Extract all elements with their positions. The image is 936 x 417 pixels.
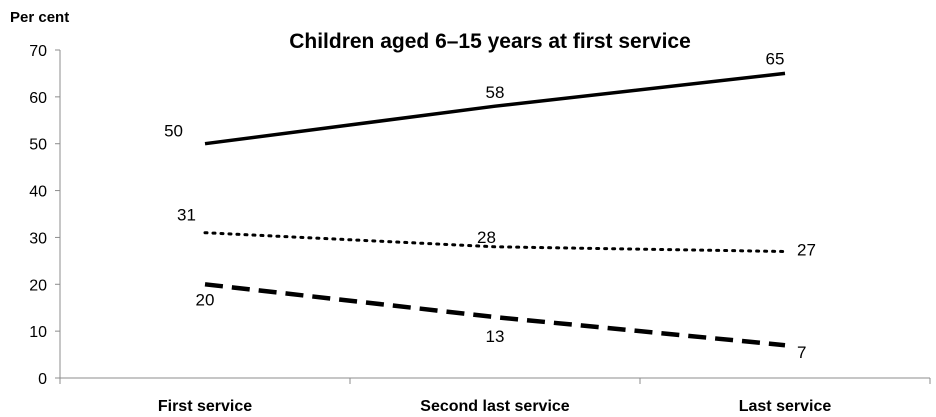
y-axis-label: Per cent	[10, 9, 69, 26]
y-tick-label: 40	[29, 184, 47, 201]
data-label: 65	[766, 49, 785, 68]
series-line-dashed	[204, 282, 786, 348]
data-label: 7	[797, 343, 806, 362]
y-tick-label: 50	[29, 137, 47, 154]
y-tick-label: 20	[29, 277, 47, 294]
data-label: 27	[797, 240, 816, 259]
y-tick-label: 60	[29, 90, 47, 107]
y-tick-label: 30	[29, 230, 47, 247]
y-tick-label: 10	[29, 324, 47, 341]
y-tick-label: 0	[38, 371, 47, 388]
x-tick-label: First service	[158, 398, 252, 415]
series-layer	[203, 71, 787, 348]
x-tick-label: Second last service	[420, 398, 570, 415]
chart-title: Children aged 6–15 years at first servic…	[289, 30, 691, 53]
data-label: 31	[177, 206, 196, 225]
data-label: 13	[486, 327, 505, 346]
data-label: 58	[486, 83, 505, 102]
data-labels: 50 58 65 31 28 27 20 13 7	[164, 49, 816, 362]
data-label: 28	[477, 228, 496, 247]
data-label: 20	[196, 290, 215, 309]
series-line-solid	[204, 71, 786, 146]
y-tick-label: 70	[29, 43, 47, 60]
axes: 0 10 20 30 40 50 60 70 First service Second last …	[29, 43, 931, 415]
x-tick-label: Last service	[739, 398, 832, 415]
data-label: 50	[164, 122, 183, 141]
